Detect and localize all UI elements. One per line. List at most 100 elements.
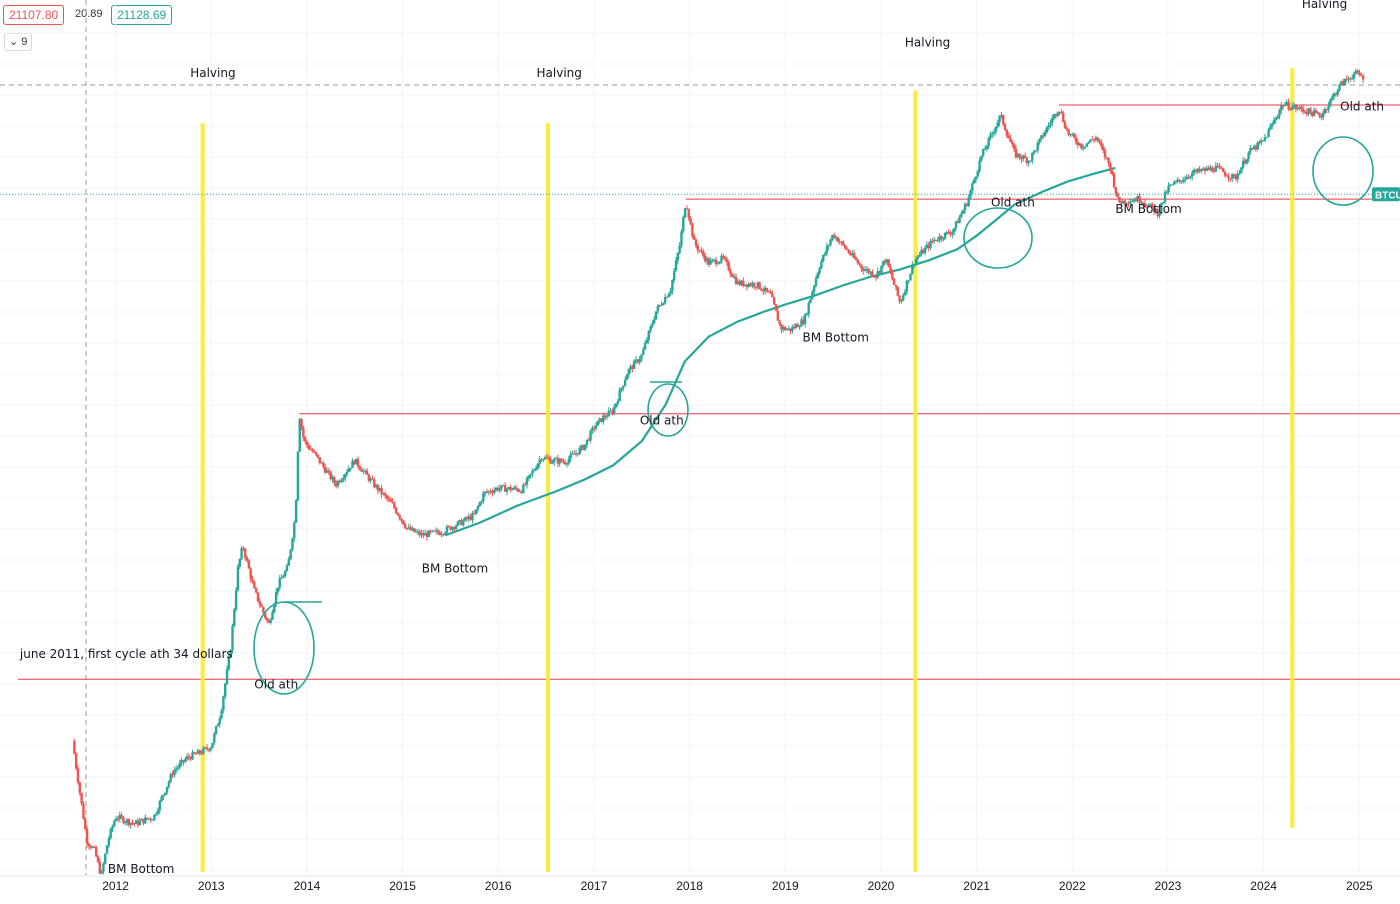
candle-body — [309, 448, 312, 450]
candle-body — [929, 240, 932, 248]
candle-body — [613, 407, 616, 414]
candle-body — [756, 282, 760, 288]
candle-body — [514, 487, 518, 489]
candle-body — [631, 366, 634, 369]
candle-body — [622, 385, 625, 389]
candle-body — [551, 462, 554, 464]
candle-body — [1080, 143, 1083, 149]
candle-body — [425, 533, 429, 537]
candle-body — [1251, 148, 1254, 150]
candle-body — [1343, 78, 1347, 86]
candle-body — [1301, 108, 1305, 112]
candle-body — [520, 491, 523, 493]
buy-price-badge[interactable]: 21128.69 — [111, 5, 173, 25]
x-tick-label: 2012 — [102, 879, 129, 893]
candle-body — [1358, 72, 1361, 75]
candle-body — [754, 286, 758, 288]
candle-body — [1020, 157, 1023, 160]
candle-body — [938, 236, 941, 241]
candle-body — [280, 577, 283, 579]
candle-body — [956, 221, 959, 224]
candle-body — [125, 819, 129, 823]
candle-body — [305, 441, 309, 446]
candle-body — [1141, 203, 1145, 205]
candle-body — [543, 457, 547, 460]
candle-body — [1216, 165, 1219, 167]
candle-body — [393, 503, 396, 508]
candle-body — [109, 828, 112, 839]
candle-body — [487, 491, 490, 493]
chart-annotation: BM Bottom — [802, 330, 868, 344]
candle-body — [663, 297, 667, 304]
candle-body — [674, 260, 678, 271]
candle-body — [78, 782, 82, 793]
candle-body — [669, 290, 672, 294]
candle-body — [294, 500, 298, 523]
candle-body — [1034, 150, 1038, 152]
candle-body — [522, 484, 525, 493]
chart-annotation: Halving — [905, 36, 950, 50]
candle-body — [318, 457, 321, 463]
sell-price-badge[interactable]: 21107.80 — [3, 5, 65, 25]
candle-body — [251, 578, 254, 582]
candle-body — [1189, 176, 1192, 178]
candle-body — [1109, 163, 1112, 171]
candle-body — [569, 454, 572, 459]
candle-body — [805, 314, 809, 316]
candle-body — [1191, 172, 1194, 177]
candle-body — [1112, 173, 1116, 188]
candle-body — [894, 284, 898, 287]
candle-body — [742, 280, 745, 286]
candle-body — [336, 480, 340, 487]
candle-body — [1081, 147, 1085, 149]
candle-body — [89, 845, 92, 848]
candle-body — [1321, 112, 1325, 118]
candle-body — [442, 534, 445, 536]
x-tick-label: 2016 — [485, 879, 512, 893]
candle-body — [236, 566, 240, 591]
candle-body — [1231, 174, 1234, 179]
candle-body — [434, 530, 438, 532]
candle-body — [1258, 142, 1261, 144]
candle-body — [1156, 209, 1159, 216]
candle-body — [358, 466, 361, 470]
candle-body — [351, 460, 354, 469]
candle-body — [204, 747, 207, 749]
candle-body — [942, 238, 945, 240]
candle-body — [1203, 168, 1207, 171]
candle-body — [911, 264, 914, 274]
candle-body — [1040, 135, 1043, 139]
candle-body — [316, 454, 320, 458]
candle-body — [654, 311, 658, 320]
candle-body — [525, 478, 529, 485]
candle-body — [1307, 108, 1310, 115]
candle-body — [449, 526, 452, 530]
candle-body — [271, 611, 274, 620]
candle-body — [76, 768, 80, 783]
candle-body — [1243, 160, 1247, 164]
candle-body — [1347, 78, 1350, 80]
candle-body — [491, 492, 494, 494]
candle-body — [462, 520, 465, 526]
candle-body — [889, 266, 892, 273]
candle-body — [483, 491, 487, 494]
candle-body — [463, 517, 467, 521]
candle-body — [385, 495, 389, 499]
candle-body — [1116, 193, 1119, 198]
candle-body — [574, 453, 578, 455]
candle-body — [1158, 211, 1161, 216]
candle-body — [1309, 108, 1312, 113]
spread-value: 20.89 — [75, 5, 103, 23]
candle-body — [187, 756, 191, 758]
candle-body — [1332, 93, 1336, 97]
candle-body — [954, 221, 958, 229]
old-ath-circle — [647, 383, 689, 437]
candle-body — [1291, 106, 1294, 110]
candle-body — [871, 271, 874, 277]
candle-body — [585, 439, 589, 445]
candle-body — [396, 512, 400, 516]
candle-body — [91, 846, 94, 848]
candle-body — [1200, 169, 1203, 172]
x-axis: 2012 2013 2014 2015 2016 2017 2018 2019 2020 2021… — [0, 875, 1400, 893]
